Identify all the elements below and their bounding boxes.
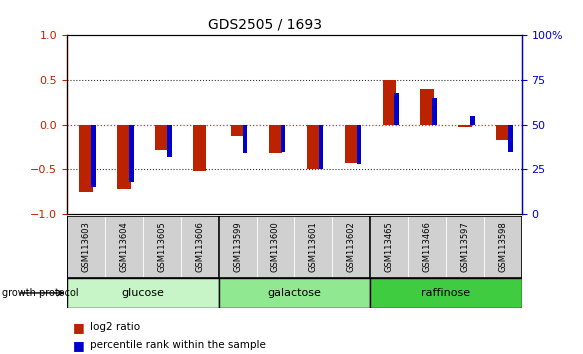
- Bar: [219, 216, 257, 278]
- Bar: [167, 125, 171, 157]
- Text: growth protocol: growth protocol: [2, 288, 78, 298]
- Bar: [357, 125, 361, 164]
- Bar: [243, 125, 247, 153]
- Bar: [408, 216, 446, 278]
- Bar: [257, 216, 294, 278]
- Text: log2 ratio: log2 ratio: [90, 322, 141, 332]
- Text: raffinose: raffinose: [422, 288, 470, 298]
- Text: galactose: galactose: [268, 288, 321, 298]
- Bar: [105, 216, 143, 278]
- Text: ■: ■: [73, 339, 85, 352]
- Bar: [117, 125, 131, 189]
- Text: GSM113606: GSM113606: [195, 222, 204, 272]
- Text: percentile rank within the sample: percentile rank within the sample: [90, 340, 266, 350]
- Bar: [345, 125, 358, 163]
- Bar: [129, 125, 134, 182]
- Bar: [484, 216, 522, 278]
- Bar: [281, 125, 285, 152]
- Text: GSM113602: GSM113602: [347, 222, 356, 272]
- Bar: [193, 125, 206, 171]
- Bar: [420, 89, 434, 125]
- Bar: [470, 116, 475, 125]
- Bar: [143, 216, 181, 278]
- Bar: [219, 278, 370, 308]
- Bar: [92, 125, 96, 187]
- Text: GDS2505 / 1693: GDS2505 / 1693: [208, 18, 322, 32]
- Text: GSM113600: GSM113600: [271, 222, 280, 272]
- Bar: [332, 216, 370, 278]
- Bar: [294, 216, 332, 278]
- Text: GSM113601: GSM113601: [309, 222, 318, 272]
- Bar: [307, 125, 320, 170]
- Bar: [433, 98, 437, 125]
- Bar: [269, 125, 282, 153]
- Bar: [231, 125, 244, 136]
- Bar: [508, 125, 512, 152]
- Text: GSM113603: GSM113603: [82, 222, 90, 272]
- Bar: [496, 125, 510, 140]
- Bar: [370, 216, 408, 278]
- Bar: [155, 125, 168, 150]
- Text: GSM113597: GSM113597: [461, 222, 469, 272]
- Text: glucose: glucose: [121, 288, 164, 298]
- Bar: [370, 278, 522, 308]
- Bar: [67, 216, 105, 278]
- Bar: [181, 216, 219, 278]
- Text: GSM113599: GSM113599: [233, 222, 242, 272]
- Bar: [458, 125, 472, 127]
- Bar: [395, 93, 399, 125]
- Bar: [79, 125, 93, 192]
- Bar: [382, 80, 396, 125]
- Text: ■: ■: [73, 321, 85, 334]
- Bar: [446, 216, 484, 278]
- Text: GSM113465: GSM113465: [385, 222, 394, 272]
- Bar: [319, 125, 323, 170]
- Text: GSM113598: GSM113598: [498, 222, 507, 272]
- Text: GSM113466: GSM113466: [423, 222, 431, 272]
- Text: GSM113605: GSM113605: [157, 222, 166, 272]
- Bar: [67, 278, 219, 308]
- Text: GSM113604: GSM113604: [120, 222, 128, 272]
